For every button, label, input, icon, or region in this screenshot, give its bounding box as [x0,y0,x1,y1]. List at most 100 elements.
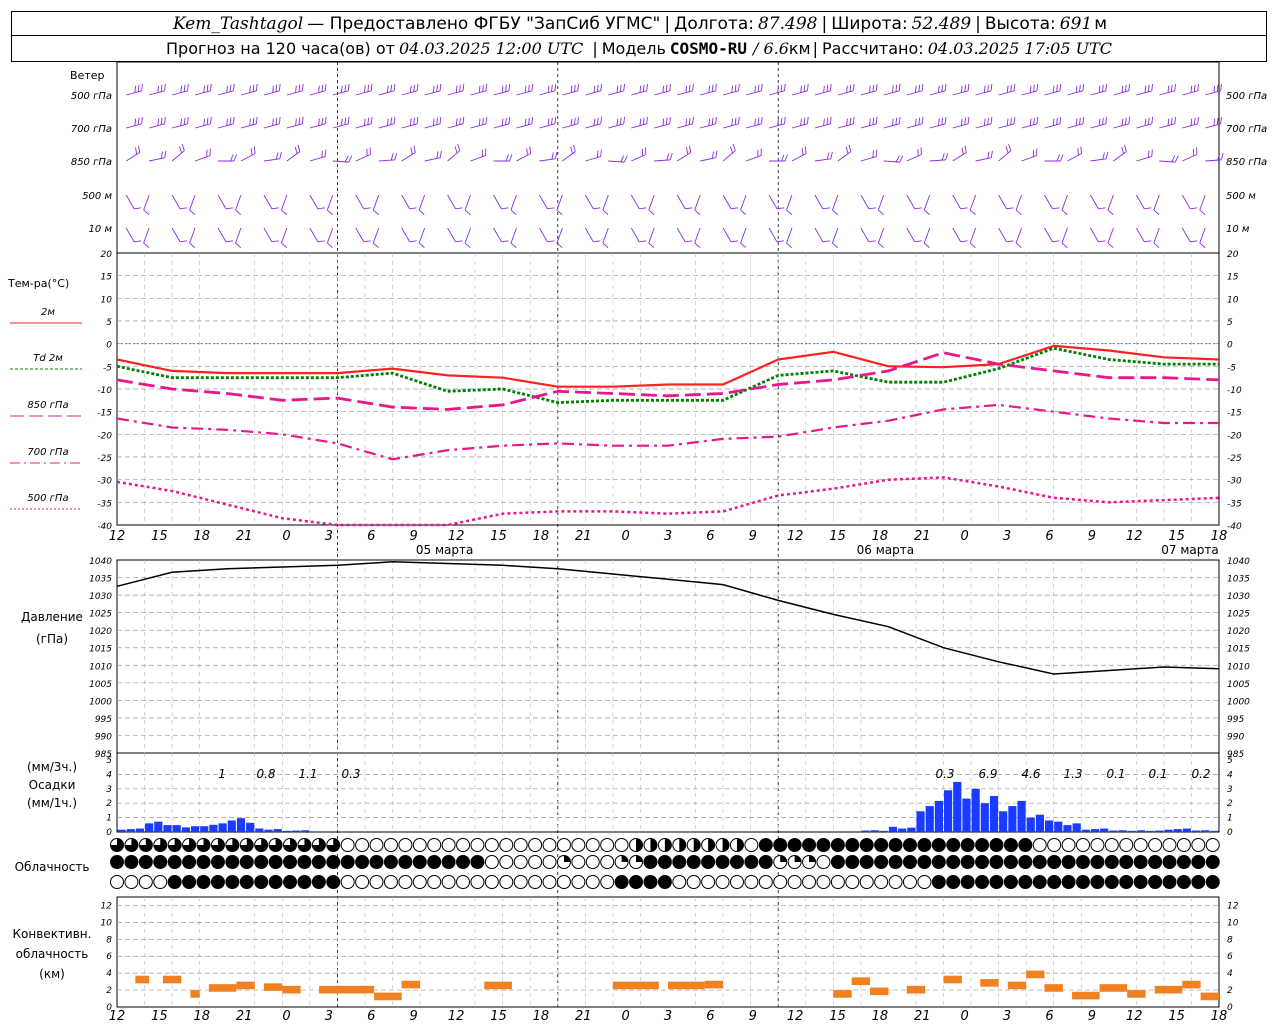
wind-barb-flag [806,83,809,91]
wind-barb [975,157,992,162]
wind-barb-flag [574,84,576,92]
wind-barb [510,227,517,244]
wind-barb [556,227,563,244]
hour-label-bottom: 9 [749,1009,757,1024]
wind-barb-flag [164,83,166,91]
wind-barb [493,90,510,96]
cloud-symbol [470,838,485,852]
hour-label: 6 [367,529,375,544]
wind-barb-flag [1153,242,1160,248]
cloud-symbol [585,855,600,869]
wind-barb [562,123,578,129]
wind-barb-flag [969,242,976,248]
wind-barb [1205,123,1221,129]
cloud-symbol [153,875,168,889]
wind-barb-flag [822,240,830,243]
wind-barb [969,227,977,244]
wind-barb-flag [531,83,534,91]
precip-ytick-right: 1 [1227,814,1233,824]
conv-ytick-right: 0 [1227,1003,1233,1013]
cloud-symbol [960,838,975,852]
wind-barb-flag [134,85,137,93]
wind-barb-flag [1199,209,1206,215]
cloud-symbol [686,855,701,869]
wind-barb-flag [666,153,670,161]
pressure-ytick-left: 1025 [89,610,112,620]
wind-barb-flag [964,117,966,125]
temp-series-line [116,344,1220,388]
cloud-symbol [701,875,716,889]
wind-barb [837,151,852,162]
temp-legend-label: 2м [41,307,55,318]
precip-bar [1035,814,1045,832]
cloud-symbol [456,855,471,869]
cloud-symbol [297,855,312,869]
cloud-symbol [902,838,917,852]
cloud-title: Облачность [15,860,90,874]
wind-barb [280,194,288,211]
temp-ytick-left: 15 [101,273,113,283]
precip-ytick-left: 3 [106,785,112,795]
precip-bar [916,811,925,832]
temp-ytick-right: 5 [1227,318,1233,328]
wind-barb-flag [482,117,484,125]
wind-barb-flag [686,147,689,155]
wind-barb-flag [1121,146,1124,154]
wind-barb-flag [593,207,601,210]
wind-barb [1136,156,1152,162]
wind-barb [447,150,461,162]
cloud-symbol [1191,855,1206,869]
cloud-symbol [802,838,817,852]
temp-ytick-left: -20 [97,431,112,441]
wind-barb [952,152,967,162]
cloud-symbol [1032,838,1047,852]
cloud-symbol [1162,875,1177,889]
wind-barb [309,123,326,129]
wind-barb-flag [941,153,945,161]
precip-ytick-right: 3 [1227,785,1233,795]
cloud-symbol [686,875,701,889]
precip-total: 0.2 [1191,767,1210,781]
cloud-symbol [1176,838,1191,852]
wind-barb-flag [455,207,463,210]
wind-barb-flag [969,209,976,215]
precip-bar [1201,830,1210,832]
cloud-symbol [254,855,269,869]
wind-barb-flag [275,117,278,125]
cloud-symbol [499,875,514,889]
cloud-symbol [1075,855,1090,869]
conv-bar [1182,980,1201,989]
wind-barb-flag [189,242,196,248]
conv-ytick-left: 0 [106,1003,112,1013]
precip-bar [879,830,888,832]
precip-bar [1210,830,1219,832]
wind-barb-flag [729,146,734,154]
wind-barb [1107,194,1114,211]
wind-barb [831,194,839,211]
cloud-symbol [802,875,817,889]
wind-barb-flag [577,116,580,124]
temp-ytick-right: 0 [1227,341,1233,351]
cloud-symbol [931,875,946,889]
wind-barb [584,194,594,210]
wind-barb-flag [249,118,251,126]
wind-barb [831,227,839,244]
wind-barb [1181,194,1191,210]
cloud-symbol [874,838,889,852]
wind-barb [860,156,877,162]
wind-barb [309,194,319,210]
cloud-symbol [729,855,744,869]
cloud-symbol [758,855,773,869]
hour-label: 12 [109,529,126,544]
precip-total: 1.3 [1063,767,1082,781]
wind-barb-flag [642,117,645,125]
cloud-symbol [1018,855,1033,869]
cloud-symbol [542,855,557,869]
cloud-symbol [773,875,788,889]
wind-barb [952,227,962,243]
wind-barb-flag [160,151,163,159]
wind-barb [1182,123,1198,129]
cloud-symbol [311,875,326,889]
wind-barb-flag [341,118,343,126]
